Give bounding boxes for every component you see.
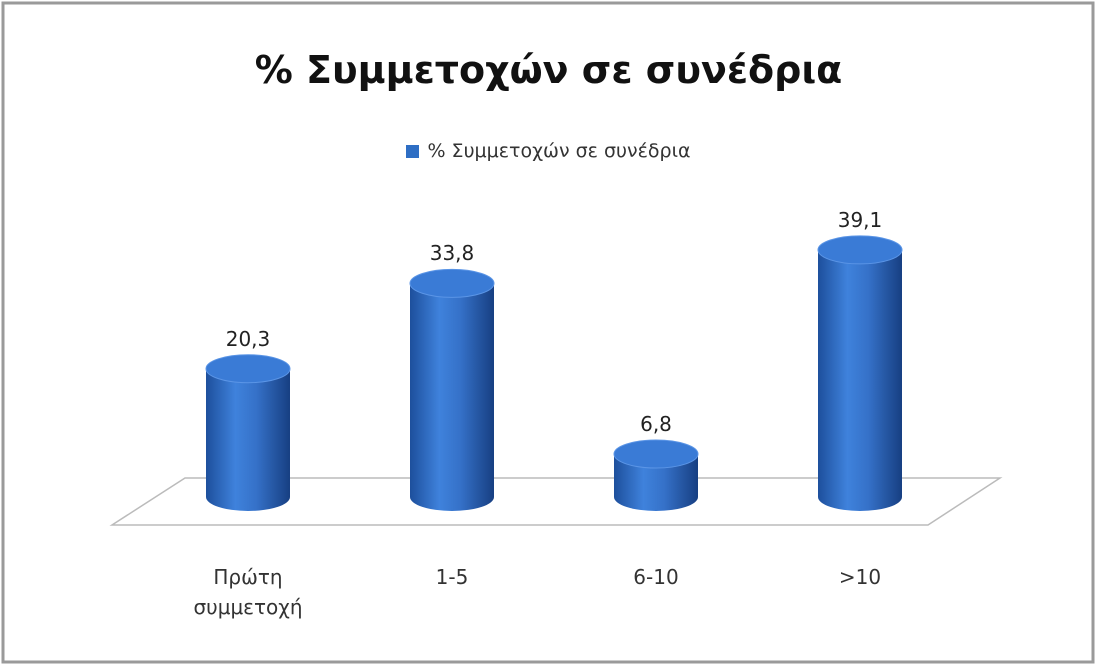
bar-cap — [409, 268, 495, 298]
bar-cap — [205, 354, 291, 384]
x-tick-label: Πρώτη συμμετοχή — [193, 565, 303, 619]
bar — [206, 368, 290, 511]
bar — [614, 454, 698, 511]
bar-cap — [613, 439, 699, 469]
legend-label: % Συμμετοχών σε συνέδρια — [427, 140, 691, 162]
bar — [410, 283, 494, 511]
data-label: 6,8 — [640, 412, 672, 437]
x-tick-label: 1-5 — [435, 565, 469, 589]
legend-swatch — [406, 144, 420, 158]
bar-cap — [817, 235, 903, 265]
bar — [818, 249, 902, 511]
data-label: 39,1 — [837, 207, 883, 232]
data-label: 20,3 — [225, 326, 271, 351]
legend: % Συμμετοχών σε συνέδρια — [0, 140, 1097, 162]
x-tick-label: >10 — [838, 565, 882, 589]
floor — [109, 477, 1003, 526]
data-label: 33,8 — [429, 241, 475, 266]
chart-title: % Συμμετοχών σε συνέδρια — [254, 48, 843, 92]
x-tick-label: 6-10 — [633, 565, 679, 589]
